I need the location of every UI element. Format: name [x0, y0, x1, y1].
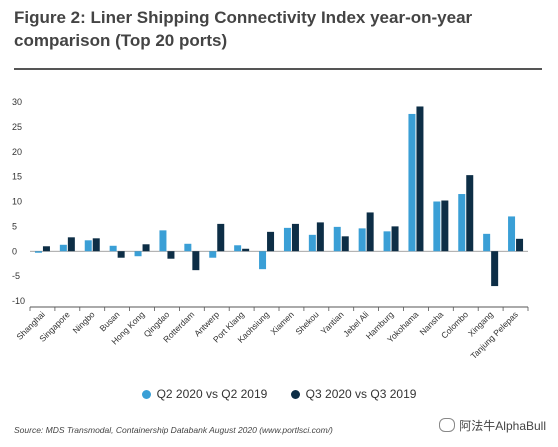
x-tick-label: Xiamen — [268, 309, 296, 337]
bar-q2 — [483, 233, 491, 252]
legend-label-q2: Q2 2020 vs Q2 2019 — [156, 386, 268, 401]
y-tick-label: -5 — [12, 271, 20, 281]
bar-q2 — [184, 243, 192, 252]
x-tick-label: Colombo — [439, 309, 470, 340]
y-tick-label: 25 — [12, 122, 22, 132]
y-tick-label: 10 — [12, 197, 22, 207]
bar-q2 — [109, 245, 117, 252]
bar-q2 — [259, 251, 267, 270]
bar-q3 — [491, 251, 499, 287]
bar-q3 — [516, 238, 524, 252]
bar-q2 — [333, 226, 341, 252]
legend-item-q2: Q2 2020 vs Q2 2019 — [141, 386, 268, 401]
bar-q3 — [142, 244, 150, 252]
source-note: Source: MDS Transmodal, Containership Da… — [14, 425, 333, 435]
bar-q2 — [383, 231, 391, 252]
legend-item-q3: Q3 2020 vs Q3 2019 — [290, 386, 417, 401]
bar-q3 — [441, 200, 449, 252]
bar-q3 — [192, 251, 200, 271]
bar-q2 — [34, 251, 42, 253]
bar-chart: -10-5051015202530ShanghaiSingaporeNingbo… — [12, 97, 529, 361]
legend-label-q3: Q3 2020 vs Q3 2019 — [305, 386, 417, 401]
wechat-icon — [439, 418, 456, 432]
legend-swatch-q3 — [290, 389, 300, 399]
bar-q2 — [209, 251, 217, 258]
x-tick-label: Ningbo — [71, 309, 97, 335]
bar-q2 — [84, 240, 92, 252]
bar-q2 — [234, 245, 242, 252]
bar-q3 — [366, 212, 374, 252]
bar-q3 — [92, 238, 100, 252]
watermark: 阿法牛AlphaBull — [439, 417, 546, 434]
bar-q2 — [134, 251, 142, 257]
x-tick-label: Shekou — [293, 309, 321, 337]
y-tick-label: 30 — [12, 97, 22, 107]
chart-title: Figure 2: Liner Shipping Connectivity In… — [14, 8, 473, 50]
bar-q3 — [117, 251, 125, 258]
bar-q3 — [291, 223, 299, 252]
y-tick-label: 15 — [12, 172, 22, 182]
bar-q3 — [391, 226, 399, 252]
bar-q2 — [59, 244, 67, 252]
bar-q3 — [316, 222, 324, 252]
title-divider — [14, 68, 542, 70]
bar-q3 — [416, 106, 424, 252]
y-tick-label: -10 — [12, 296, 25, 306]
bar-q3 — [167, 251, 175, 259]
bar-q3 — [42, 246, 50, 252]
bar-q3 — [466, 175, 474, 252]
legend-swatch-q2 — [141, 389, 151, 399]
bar-q3 — [341, 236, 349, 252]
bar-q3 — [267, 231, 275, 252]
bar-q3 — [242, 248, 250, 252]
y-tick-label: 5 — [12, 221, 17, 231]
bar-q2 — [159, 230, 167, 252]
bar-q2 — [508, 216, 516, 252]
bar-q2 — [408, 113, 416, 252]
y-tick-label: 20 — [12, 147, 22, 157]
bar-q2 — [433, 201, 441, 252]
bar-q2 — [308, 234, 316, 252]
bar-q2 — [283, 227, 291, 252]
watermark-text: 阿法牛AlphaBull — [459, 419, 546, 433]
bar-q2 — [358, 228, 366, 252]
bar-q3 — [217, 223, 225, 252]
bar-q3 — [67, 237, 75, 252]
bar-q2 — [458, 194, 466, 252]
y-tick-label: 0 — [12, 246, 17, 256]
chart-legend: Q2 2020 vs Q2 2019 Q3 2020 vs Q3 2019 — [0, 386, 558, 401]
